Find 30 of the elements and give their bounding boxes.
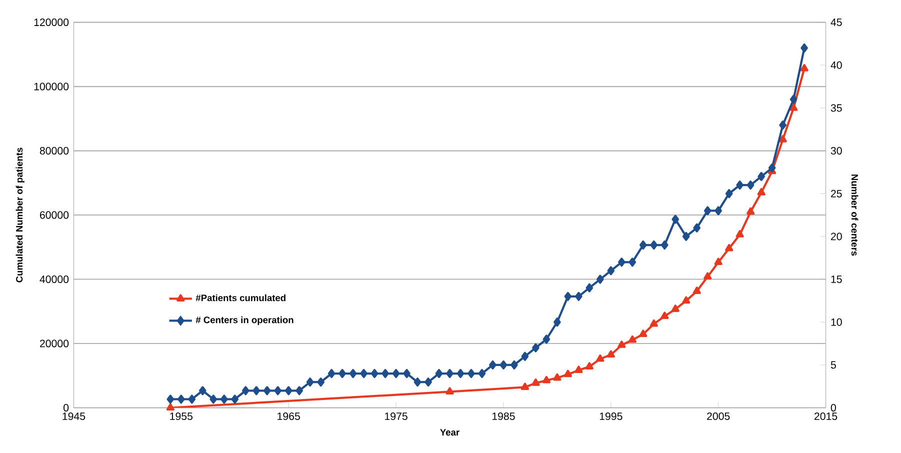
x-tick-label: 2015 (814, 412, 838, 420)
y2-tick-label: 40 (830, 61, 842, 69)
y-tick-label: 100000 (34, 82, 69, 90)
y2-tick-label: 10 (831, 318, 842, 326)
x-tick-label: 1985 (492, 412, 515, 420)
y-tick-label: 60000 (40, 211, 69, 219)
y-tick-label: 20000 (40, 340, 69, 348)
y2-tick-label: 5 (830, 361, 836, 369)
y-tick-label: 120000 (34, 18, 69, 26)
y2-tick-label: 45 (830, 18, 842, 26)
y-tick-label: 80000 (40, 146, 69, 154)
y-axis-title: Cumulated Number of patients (16, 148, 24, 282)
y-tick-label: 0 (64, 404, 69, 412)
y-tick-label: 40000 (40, 275, 69, 283)
legend-label: #Patients cumulated (196, 294, 286, 302)
x-tick-label: 1955 (170, 412, 193, 420)
y2-axis-title: Number of centers (851, 174, 858, 256)
x-tick-label: 2005 (707, 412, 730, 420)
y2-tick-label: 15 (831, 276, 842, 283)
y2-tick-label: 25 (831, 190, 842, 198)
legend-label: # Centers in operation (196, 316, 294, 325)
y2-tick-label: 0 (830, 404, 836, 412)
x-tick-label: 1945 (62, 412, 86, 420)
y2-tick-label: 30 (830, 146, 842, 154)
x-tick-label: 1995 (600, 412, 622, 420)
y2-tick-label: 20 (831, 232, 842, 240)
x-tick-label: 1975 (385, 412, 408, 420)
y2-tick-label: 35 (830, 104, 842, 112)
x-axis-title: Year (440, 429, 460, 436)
x-tick-label: 1965 (278, 412, 300, 420)
